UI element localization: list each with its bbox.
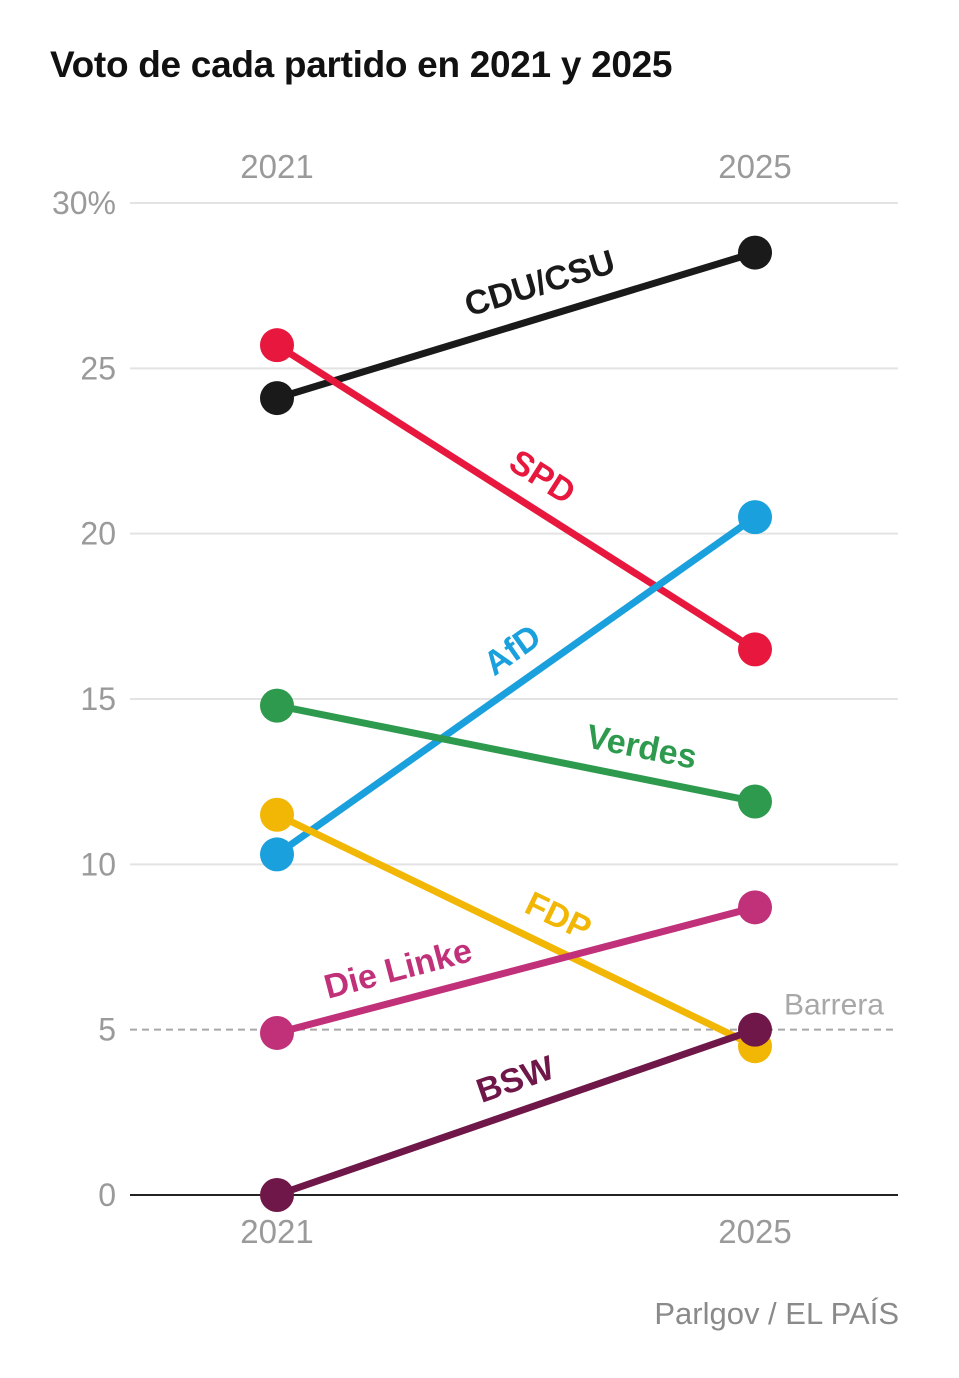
- series-line-cdu-csu: [273, 249, 759, 402]
- point-bsw-2021: [260, 1178, 294, 1212]
- x-tick-label-top: 2021: [240, 148, 313, 185]
- y-tick-label: 10: [80, 846, 116, 882]
- point-cdu-csu-2021: [260, 381, 294, 416]
- series-line-bsw: [273, 1026, 759, 1199]
- source-note: Parlgov / EL PAÍS: [654, 1296, 899, 1331]
- point-die-linke-2025: [738, 890, 772, 925]
- chart-title: Voto de cada partido en 2021 y 2025: [50, 44, 673, 85]
- y-tick-label: 0: [98, 1177, 116, 1213]
- y-tick-label: 15: [80, 681, 116, 717]
- series-line-die-linke: [273, 903, 759, 1037]
- point-die-linke-2021: [260, 1015, 294, 1050]
- point-cdu-csu-2025: [738, 235, 772, 270]
- series-line-afd: [273, 513, 759, 858]
- series-label-cdu-csu: CDU/CSU: [460, 243, 619, 324]
- x-tick-label-top: 2025: [718, 148, 791, 185]
- threshold-label: Barrera: [784, 989, 884, 1022]
- point-spd-2021: [260, 328, 294, 363]
- x-tick-label-bottom: 2025: [718, 1213, 791, 1250]
- point-afd-2021: [260, 837, 294, 872]
- x-tick-label-bottom: 2021: [240, 1213, 313, 1250]
- series-line-fdp: [273, 811, 759, 1050]
- point-afd-2025: [738, 500, 772, 535]
- point-fdp-2021: [260, 797, 294, 832]
- series-label-spd: SPD: [503, 442, 582, 512]
- point-bsw-2025: [738, 1012, 772, 1047]
- point-verdes-2021: [260, 688, 294, 723]
- series-label-die-linke: Die Linke: [320, 931, 476, 1006]
- series-line-verdes: [273, 702, 759, 806]
- point-spd-2025: [738, 632, 772, 667]
- series-line-spd: [273, 341, 759, 653]
- point-verdes-2025: [738, 784, 772, 819]
- y-tick-label: 5: [98, 1012, 116, 1048]
- y-tick-label: 30%: [52, 185, 116, 221]
- y-tick-label: 20: [80, 516, 116, 552]
- y-tick-label: 25: [80, 350, 116, 386]
